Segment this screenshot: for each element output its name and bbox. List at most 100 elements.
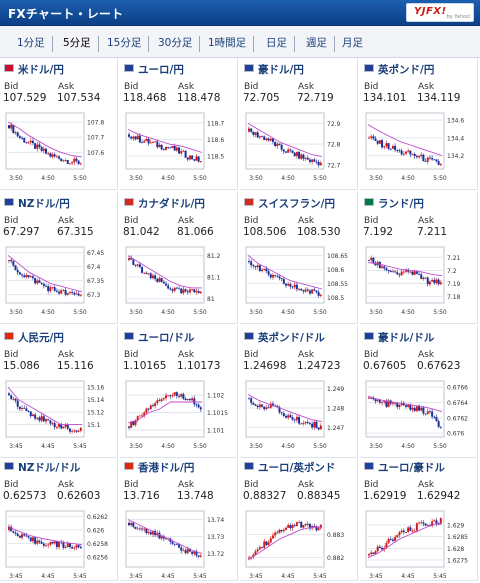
rate-panel[interactable]: 米ドル/円 Bid Ask 107.529 107.534 107.8 107.7 107.6… — [0, 58, 118, 190]
chart-svg: 13.74 13.73 13.72 3:45 4:45 5:45 — [125, 510, 224, 580]
panel-header[interactable]: ユーロ/ドル — [124, 330, 234, 344]
panel-header[interactable]: スイスフラン/円 — [244, 196, 354, 210]
panel-header[interactable]: カナダドル/円 — [124, 196, 234, 210]
price-chart[interactable]: 7.21 7.2 7.19 7.18 3:50 4:50 5:50 — [364, 243, 474, 317]
rate-panel[interactable]: 人民元/円 Bid Ask 15.086 15.116 15.16 15.14 15.12 15… — [0, 326, 118, 458]
candle — [136, 528, 139, 530]
pair-name[interactable]: NZドル/円 — [18, 198, 70, 210]
tab-4[interactable]: 30分足 — [151, 36, 201, 52]
pair-name[interactable]: 香港ドル/円 — [138, 462, 195, 474]
candle — [199, 291, 202, 294]
y-tick-label: 7.19 — [447, 281, 461, 288]
price-chart[interactable]: 107.8 107.7 107.6 3:50 4:50 5:50 — [4, 109, 114, 183]
rate-panel[interactable]: 英ポンド/円 Bid Ask 134.101 134.119 134.6 134.4 134.… — [360, 58, 478, 190]
price-chart[interactable]: 81.2 81.1 81 3:50 4:50 5:50 — [124, 243, 234, 317]
yjfx-logo[interactable]: YJFX! by Yahoo! — [406, 3, 474, 22]
panel-header[interactable]: 豪ドル/ドル — [364, 330, 474, 344]
candle — [398, 274, 401, 276]
price-chart[interactable]: 108.65 108.6 108.55 108.5 3:50 4:50 5:50 — [244, 243, 354, 317]
candle — [130, 421, 133, 428]
candle — [193, 398, 196, 405]
price-chart[interactable]: 0.6262 0.626 0.6258 0.6256 3:45 4:45 5:45 — [4, 507, 114, 581]
candle — [274, 141, 277, 147]
tab-8[interactable]: 月足 — [342, 37, 363, 49]
panel-header[interactable]: 豪ドル/円 — [244, 62, 354, 76]
bid-value: 7.192 — [363, 226, 394, 238]
rate-panel[interactable]: 英ポンド/ドル Bid Ask 1.24698 1.24723 1.249 1.248 1.2… — [240, 326, 358, 458]
candle — [158, 400, 161, 402]
rate-panel[interactable]: 香港ドル/円 Bid Ask 13.716 13.748 13.74 13.73 13.72 3… — [120, 456, 238, 581]
price-chart[interactable]: 1.629 1.6285 1.628 1.6275 3:45 4:45 5:45 — [364, 507, 474, 581]
pair-name[interactable]: ユーロ/円 — [138, 64, 184, 76]
rate-panel[interactable]: カナダドル/円 Bid Ask 81.042 81.066 81.2 81.1 81 3:50 4… — [120, 192, 238, 324]
y-tick-label: 0.6262 — [87, 514, 108, 521]
rate-panel[interactable]: ユーロ/円 Bid Ask 118.468 118.478 118.7 118.6 118.5… — [120, 58, 238, 190]
price-chart[interactable]: 72.9 72.8 72.7 3:50 4:50 5:50 — [244, 109, 354, 183]
rate-panel[interactable]: ユーロ/豪ドル Bid Ask 1.62919 1.62942 1.629 1.6285 1.… — [360, 456, 478, 581]
pair-name[interactable]: 米ドル/円 — [18, 64, 64, 76]
pair-name[interactable]: ランド/円 — [378, 198, 424, 210]
price-chart[interactable]: 0.883 0.882 3:45 4:45 5:45 — [244, 507, 354, 581]
price-chart[interactable]: 118.7 118.6 118.5 3:50 4:50 5:50 — [124, 109, 234, 183]
rate-panel[interactable]: NZドル/円 Bid Ask 67.297 67.315 67.45 67.4 67.35 67… — [0, 192, 118, 324]
ask-value: 134.119 — [417, 92, 461, 104]
candle — [420, 407, 423, 411]
panel-header[interactable]: 人民元/円 — [4, 330, 114, 344]
tab-2[interactable]: 5分足 — [56, 36, 99, 52]
candle — [293, 152, 296, 157]
pair-name[interactable]: 人民元/円 — [18, 332, 64, 344]
ask-value: 81.066 — [177, 226, 214, 238]
candle — [130, 136, 133, 139]
pair-name[interactable]: NZドル/ドル — [18, 462, 81, 474]
candle — [400, 271, 403, 276]
rate-panel[interactable]: スイスフラン/円 Bid Ask 108.506 108.530 108.65 108.6 1… — [240, 192, 358, 324]
tab-3[interactable]: 15分足 — [100, 36, 150, 52]
panel-header[interactable]: ユーロ/豪ドル — [364, 460, 474, 474]
panel-header[interactable]: 香港ドル/円 — [124, 460, 234, 474]
candle — [197, 404, 200, 408]
candle — [274, 275, 277, 276]
rate-panel[interactable]: 豪ドル/円 Bid Ask 72.705 72.719 72.9 72.8 72.7 3:50 4… — [240, 58, 358, 190]
panel-header[interactable]: NZドル/円 — [4, 196, 114, 210]
price-chart[interactable]: 1.102 1.1015 1.101 3:50 4:50 5:50 — [124, 377, 234, 451]
pair-name[interactable]: 英ポンド/ドル — [258, 332, 325, 344]
flag-icon — [4, 198, 14, 206]
pair-name[interactable]: 豪ドル/ドル — [378, 332, 435, 344]
candle — [389, 148, 392, 150]
tab-5[interactable]: 1時間足 — [201, 36, 255, 52]
price-chart[interactable]: 134.6 134.4 134.2 3:50 4:50 5:50 — [364, 109, 474, 183]
panel-header[interactable]: 英ポンド/ドル — [244, 330, 354, 344]
pair-name[interactable]: 豪ドル/円 — [258, 64, 304, 76]
candle — [175, 287, 178, 289]
rate-panel[interactable]: ユーロ/ドル Bid Ask 1.10165 1.10173 1.102 1.1015 1.1… — [120, 326, 238, 458]
panel-header[interactable]: NZドル/ドル — [4, 460, 114, 474]
panel-header[interactable]: ランド/円 — [364, 196, 474, 210]
candle — [383, 146, 386, 148]
panel-header[interactable]: 米ドル/円 — [4, 62, 114, 76]
rate-panel[interactable]: ランド/円 Bid Ask 7.192 7.211 7.21 7.2 7.19 7.18 3:50… — [360, 192, 478, 324]
panel-header[interactable]: 英ポンド/円 — [364, 62, 474, 76]
pair-name[interactable]: 英ポンド/円 — [378, 64, 435, 76]
moving-average-line — [367, 395, 443, 413]
rate-panel[interactable]: 豪ドル/ドル Bid Ask 0.67605 0.67623 0.6766 0.6764 0.… — [360, 326, 478, 458]
pair-name[interactable]: ユーロ/豪ドル — [378, 462, 445, 474]
rate-panel[interactable]: NZドル/ドル Bid Ask 0.62573 0.62603 0.6262 0.626 0.… — [0, 456, 118, 581]
price-chart[interactable]: 15.16 15.14 15.12 15.1 3:45 4:45 5:45 — [4, 377, 114, 451]
pair-name[interactable]: カナダドル/円 — [138, 198, 205, 210]
price-chart[interactable]: 67.45 67.4 67.35 67.3 3:50 4:50 5:50 — [4, 243, 114, 317]
tab-7[interactable]: 週足 — [299, 36, 335, 52]
pair-name[interactable]: ユーロ/ドル — [138, 332, 195, 344]
candle — [31, 414, 34, 417]
price-chart[interactable]: 13.74 13.73 13.72 3:45 4:45 5:45 — [124, 507, 234, 581]
pair-name[interactable]: スイスフラン/円 — [258, 198, 336, 210]
candle — [132, 259, 135, 265]
panel-header[interactable]: ユーロ/円 — [124, 62, 234, 76]
tab-1[interactable]: 1分足 — [10, 36, 53, 52]
pair-name[interactable]: ユーロ/英ポンド — [258, 462, 336, 474]
price-chart[interactable]: 1.249 1.248 1.247 3:50 4:50 5:50 — [244, 377, 354, 451]
panel-header[interactable]: ユーロ/英ポンド — [244, 460, 354, 474]
rate-panel[interactable]: ユーロ/英ポンド Bid Ask 0.88327 0.88345 0.883 0.882 3:… — [240, 456, 358, 581]
flag-icon — [364, 198, 374, 206]
tab-6[interactable]: 日足 — [259, 36, 295, 52]
price-chart[interactable]: 0.6766 0.6764 0.6762 0.676 3:50 4:50 5:50 — [364, 377, 474, 451]
